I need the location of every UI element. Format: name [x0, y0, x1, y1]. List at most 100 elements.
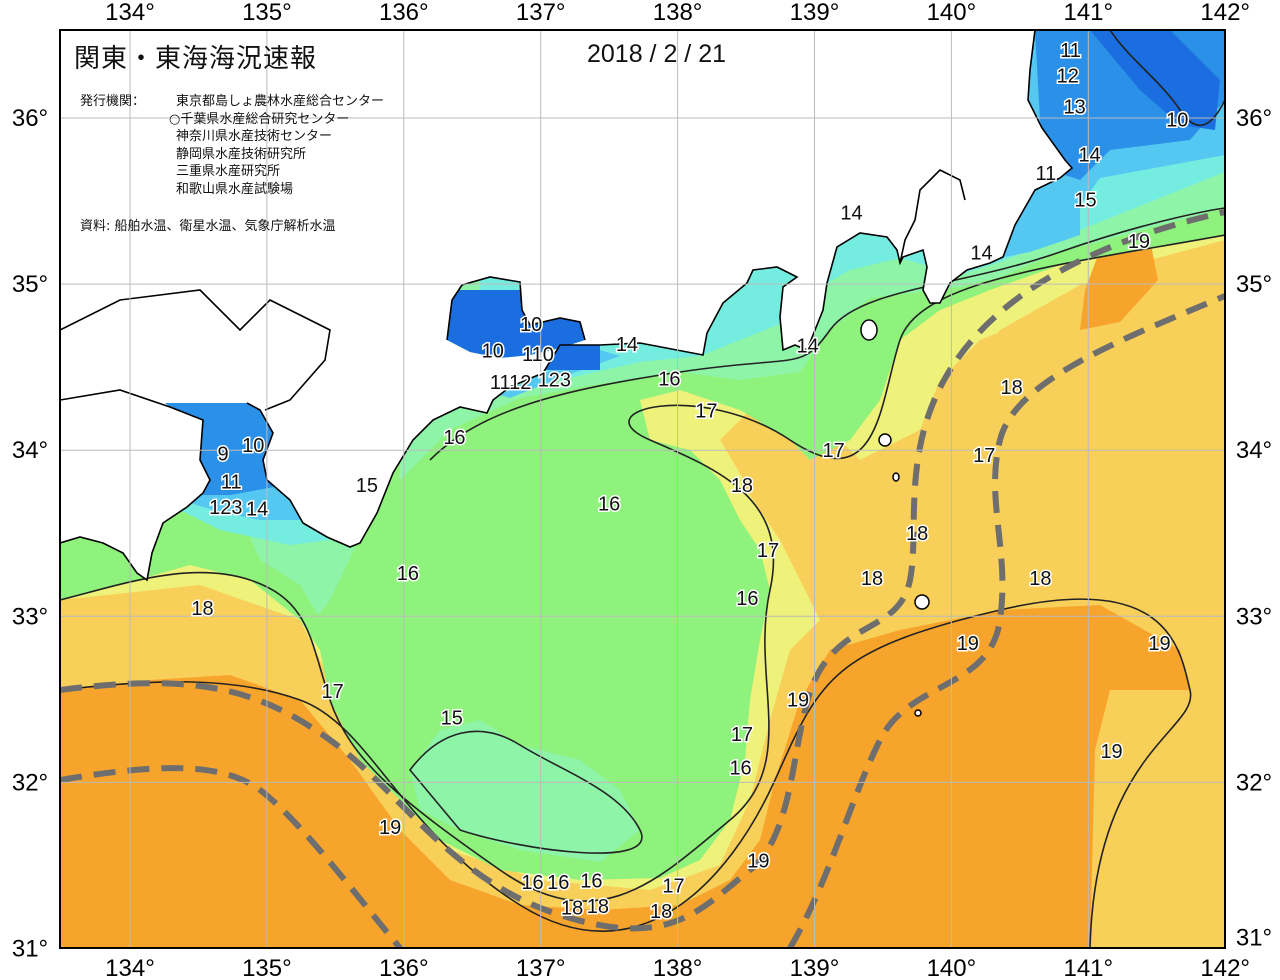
latitude-tick-label: 34°	[12, 437, 48, 464]
contour-label: 14	[616, 334, 638, 356]
contour-label: 19	[379, 817, 401, 839]
latitude-tick-label: 35°	[1236, 271, 1272, 298]
longitude-axis-bottom: 134° 135° 136° 137° 138° 139° 140° 141° 142°	[105, 955, 1250, 980]
longitude-tick-label: 135°	[242, 955, 292, 980]
longitude-tick-label: 134°	[105, 955, 155, 980]
isotherm-15-north	[429, 207, 1225, 461]
contour-label: 19	[787, 689, 809, 711]
contour-label: 17	[757, 540, 779, 562]
contour-label: 123	[209, 497, 242, 519]
contour-label: 16	[397, 563, 419, 585]
longitude-tick-label: 141°	[1063, 0, 1113, 26]
coastline	[60, 30, 1074, 582]
sst-19-zone	[60, 605, 1190, 948]
contour-label: 17	[973, 445, 995, 467]
issuer-label: 発行機関：	[80, 94, 146, 109]
latitude-axis-left: 36° 35° 34° 33° 32° 31°	[12, 105, 48, 963]
contour-label: 18	[191, 598, 213, 620]
issuer-item: ○千葉県水産総合研究センター	[169, 111, 350, 127]
isotherm-16	[60, 234, 1225, 902]
contour-label: 19	[957, 633, 979, 655]
isotherm-lines	[60, 30, 1225, 948]
contour-label: 14	[1079, 144, 1101, 166]
sst-19-ne-patch	[1080, 240, 1158, 330]
issuer-item: 三重県水産研究所	[176, 164, 281, 180]
kuroshio-line-main	[60, 209, 1225, 932]
contour-label: 1112	[490, 372, 532, 394]
contour-label: 10	[482, 340, 504, 362]
issuer-item: 和歌山県水産試験場	[176, 181, 294, 197]
contour-label: 10	[520, 314, 542, 336]
contour-label: 19	[1128, 231, 1150, 253]
island-hachijo	[914, 709, 922, 717]
issuer-item: 神奈川県水産技術センター	[176, 129, 333, 145]
contour-label: 19	[747, 850, 769, 872]
contour-label: 18	[861, 568, 883, 590]
contour-label: 16	[598, 493, 620, 515]
contour-label: 16	[547, 872, 569, 894]
longitude-tick-label: 137°	[516, 0, 566, 26]
contour-label: 123	[538, 369, 571, 391]
contour-label: 19	[1100, 741, 1122, 763]
longitude-tick-label: 140°	[927, 0, 977, 26]
longitude-tick-label: 139°	[790, 0, 840, 26]
contour-label: 17	[321, 681, 343, 703]
latitude-tick-label: 36°	[12, 105, 48, 132]
contour-label: 9	[218, 443, 229, 465]
contour-label: 18	[587, 896, 609, 918]
sst-18-central-zone	[740, 470, 900, 620]
kuroshio-axis-lines	[60, 209, 1225, 948]
longitude-tick-label: 142°	[1200, 955, 1250, 980]
island-miyake	[914, 594, 930, 610]
contour-label: 18	[1029, 568, 1051, 590]
contour-label: 18	[650, 901, 672, 923]
contour-label: 16	[658, 369, 680, 391]
latitude-tick-label: 35°	[12, 271, 48, 298]
map-frame	[59, 29, 1226, 949]
contour-label: 14	[246, 498, 268, 520]
longitude-tick-label: 139°	[790, 955, 840, 980]
map-date: 2018 / 2 / 21	[587, 40, 727, 68]
contour-label: 18	[731, 475, 753, 497]
contour-label: 16	[736, 588, 758, 610]
contour-label: 14	[970, 242, 992, 264]
contour-label: 17	[662, 875, 684, 897]
longitude-tick-label: 142°	[1200, 0, 1250, 26]
longitude-tick-label: 134°	[105, 0, 155, 26]
longitude-tick-label: 138°	[653, 0, 703, 26]
map-title: 関東・東海海況速報	[74, 44, 318, 74]
contour-label: 17	[731, 724, 753, 746]
island-niijima	[892, 472, 900, 482]
longitude-axis-top: 134° 135° 136° 137° 138° 139° 140° 141° 142°	[105, 0, 1250, 26]
contour-label: 16	[521, 872, 543, 894]
sst-18-east-zone	[965, 240, 1225, 620]
data-source: 資料: 船舶水温、衛星水温、気象庁解析水温	[80, 219, 336, 234]
isotherm-15	[408, 730, 643, 854]
contour-label: 11	[1035, 163, 1056, 185]
latitude-tick-label: 31°	[12, 936, 48, 963]
contour-label: 10	[1166, 110, 1188, 132]
contour-label: 16	[729, 757, 751, 779]
contour-label: 16	[443, 427, 465, 449]
contour-label: 18	[906, 523, 928, 545]
issuer-item: 東京都島しょ農林水産総合センター	[176, 94, 385, 109]
longitude-tick-label: 138°	[653, 955, 703, 980]
island-oshima	[860, 319, 878, 341]
contour-label: 14	[840, 203, 862, 225]
longitude-tick-label: 135°	[242, 0, 292, 26]
latitude-tick-label: 33°	[12, 603, 48, 630]
contour-label: 10	[242, 435, 264, 457]
longitude-tick-label: 136°	[379, 955, 429, 980]
contour-label: 11	[221, 472, 242, 494]
contour-label: 19	[1148, 633, 1170, 655]
contour-label: 17	[695, 400, 717, 422]
map-header: 関東・東海海況速報	[74, 38, 317, 75]
latitude-axis-right: 36° 35° 34° 33° 32° 31°	[1236, 105, 1272, 952]
kuroshio-line-east	[787, 293, 1225, 948]
contour-label: 13	[1063, 96, 1085, 118]
longitude-tick-label: 141°	[1063, 955, 1113, 980]
latitude-tick-label: 36°	[1236, 105, 1272, 132]
issuer-block: 発行機関： 東京都島しょ農林水産総合センター ○千葉県水産総合研究センター 神奈…	[80, 93, 384, 199]
